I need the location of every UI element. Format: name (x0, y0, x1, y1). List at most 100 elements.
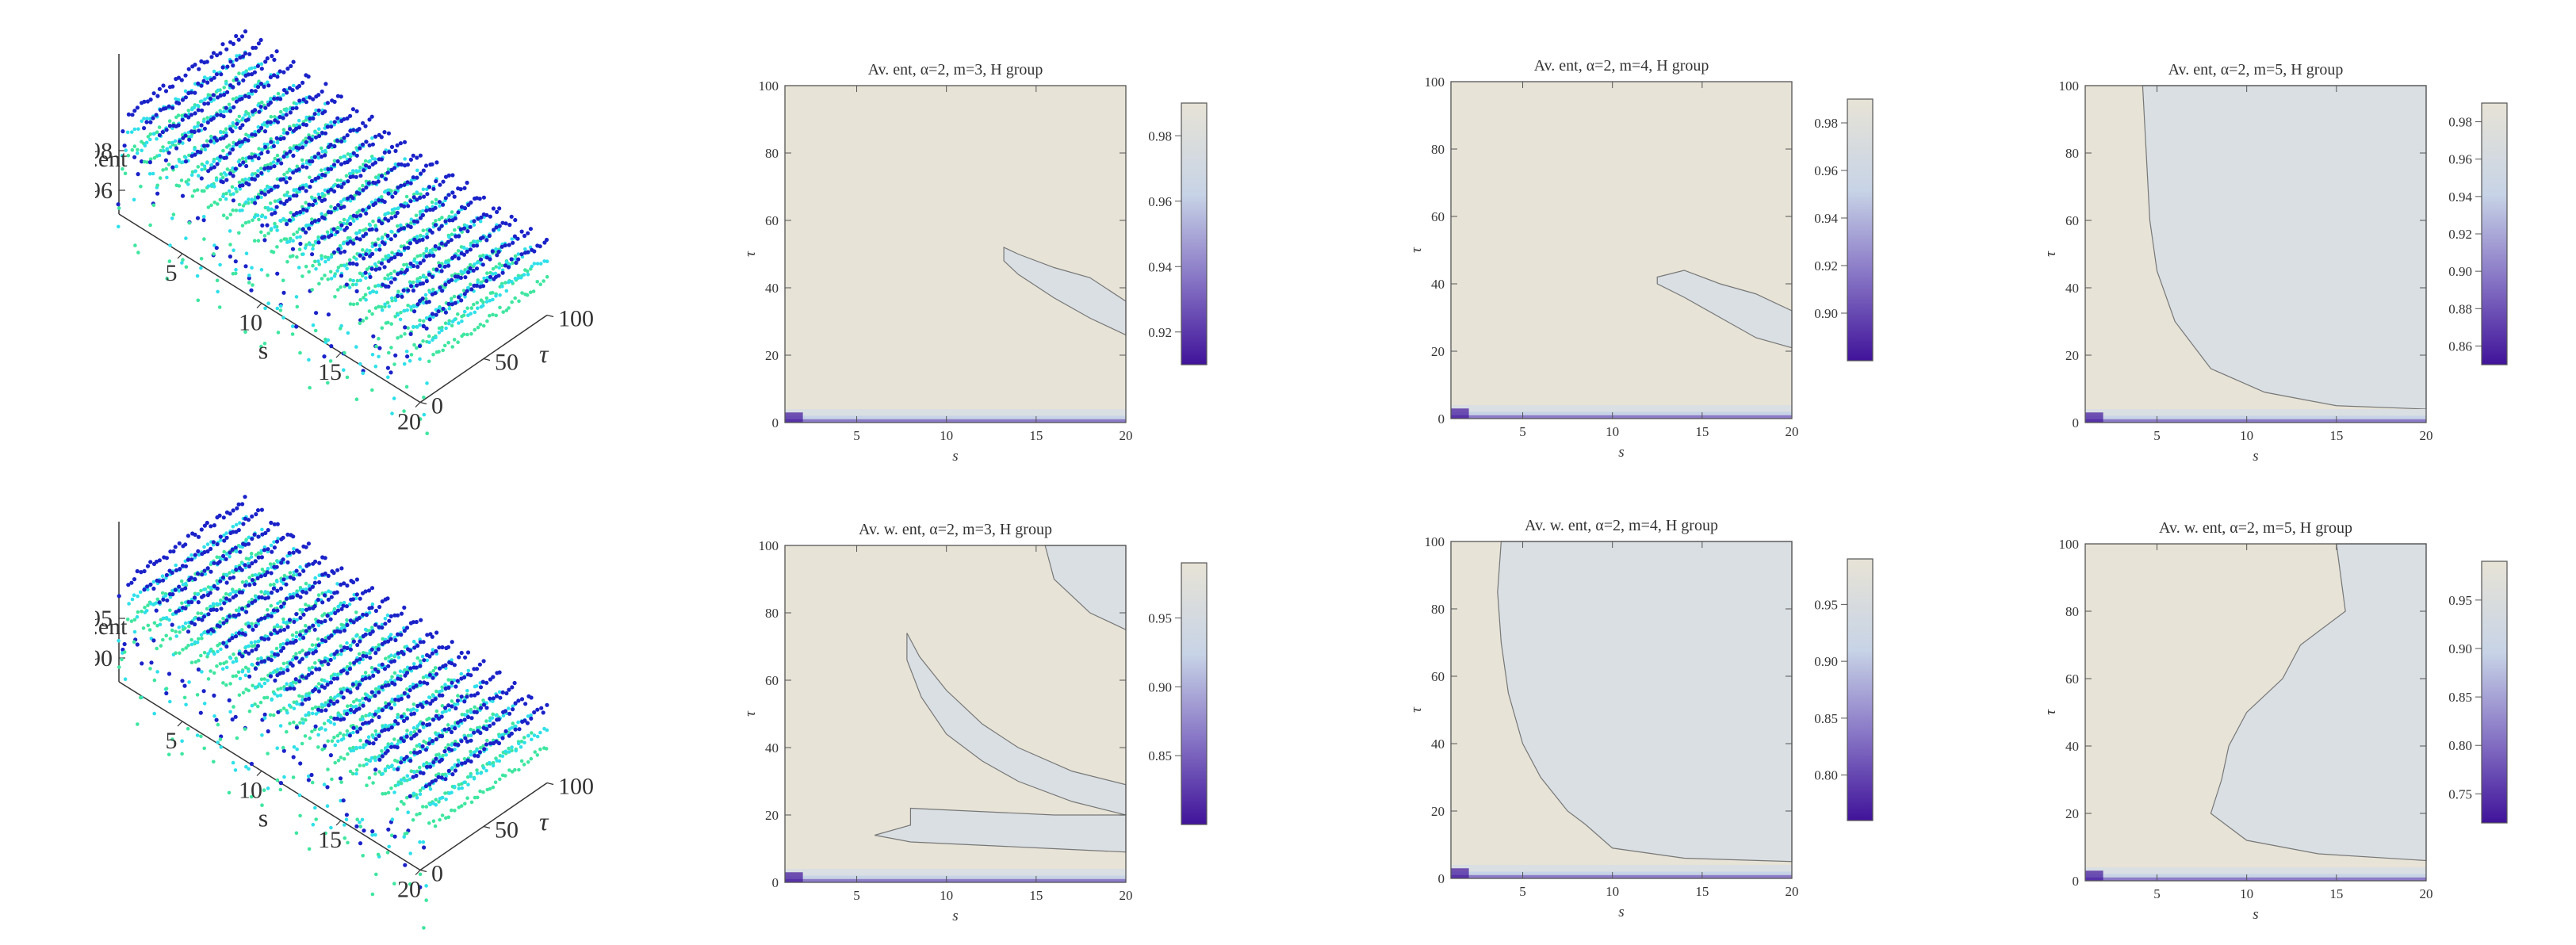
data-point (450, 210, 454, 214)
data-point (465, 229, 470, 234)
data-point (463, 295, 467, 299)
data-point (326, 767, 330, 771)
data-point (155, 94, 160, 98)
data-point (389, 833, 394, 837)
data-point (401, 739, 406, 744)
band-low-2 (1451, 411, 1792, 415)
data-point (456, 249, 461, 253)
data-point (474, 710, 479, 714)
data-point (294, 211, 299, 216)
data-point (266, 206, 270, 210)
data-point (335, 608, 340, 613)
data-point (512, 680, 517, 686)
data-point (211, 629, 216, 633)
data-point (528, 290, 533, 295)
data-point (417, 742, 422, 747)
data-point (212, 714, 216, 718)
data-point (135, 151, 140, 155)
data-point (205, 549, 210, 554)
data-point (417, 721, 422, 726)
data-point (459, 298, 464, 303)
data-point (380, 626, 385, 630)
data-point (433, 244, 438, 249)
data-point (411, 175, 415, 180)
data-point (323, 131, 328, 136)
data-point (389, 653, 393, 657)
data-point (164, 687, 169, 691)
data-point (507, 768, 511, 772)
data-point (271, 608, 276, 613)
data-point (434, 312, 438, 317)
data-point (346, 752, 350, 756)
data-point (165, 147, 169, 151)
data-point (328, 753, 333, 758)
data-point (295, 593, 300, 598)
data-point (377, 219, 381, 224)
data-point (222, 549, 226, 554)
data-point (216, 88, 220, 93)
data-point (216, 722, 220, 727)
data-point (314, 667, 319, 671)
data-point (344, 225, 350, 230)
data-point (224, 173, 228, 177)
data-point (268, 674, 273, 679)
data-point (358, 174, 363, 178)
x-tick-label: 5 (2153, 428, 2161, 443)
data-point (473, 693, 477, 698)
data-point (531, 289, 536, 293)
data-point (497, 266, 501, 270)
data-point (348, 647, 353, 652)
data-point (366, 205, 371, 210)
data-point (217, 624, 222, 629)
data-point (306, 562, 311, 567)
data-point (399, 335, 404, 339)
data-point (408, 794, 412, 798)
data-point (358, 639, 362, 644)
data-point (243, 583, 247, 588)
data-point (288, 721, 292, 725)
data-point (238, 676, 243, 681)
data-point (285, 638, 289, 643)
data-point (268, 75, 273, 79)
data-point (529, 695, 534, 700)
data-point (439, 734, 445, 739)
data-point (221, 194, 225, 199)
data-point (275, 140, 280, 145)
colorbar-tick-label: 0.90 (2448, 264, 2472, 279)
data-point (393, 653, 397, 657)
data-point (272, 57, 277, 62)
data-point (417, 729, 422, 733)
y-axis-label: τ (1408, 247, 1425, 253)
data-point (361, 703, 366, 708)
data-point (253, 197, 257, 201)
data-point (362, 168, 366, 173)
data-point (320, 637, 325, 642)
data-point (384, 177, 389, 182)
data-point (161, 145, 165, 149)
data-point (243, 563, 247, 568)
data-point (199, 59, 204, 63)
data-point (300, 145, 305, 150)
data-point (205, 139, 209, 143)
data-point (253, 66, 257, 70)
data-point (212, 693, 216, 698)
data-point (240, 669, 245, 674)
data-point (292, 745, 297, 749)
data-point (490, 249, 495, 254)
data-point (288, 146, 293, 150)
data-point (329, 277, 334, 281)
data-point (323, 659, 327, 664)
data-point (231, 41, 235, 47)
data-point (199, 633, 204, 637)
data-point (254, 685, 258, 690)
data-point (336, 120, 341, 124)
data-point (427, 716, 431, 721)
data-point (507, 750, 511, 754)
data-point (418, 153, 423, 158)
data-point (189, 637, 193, 642)
data-point (349, 152, 353, 157)
data-point (460, 319, 464, 323)
data-point (291, 170, 296, 175)
data-point (373, 181, 377, 186)
